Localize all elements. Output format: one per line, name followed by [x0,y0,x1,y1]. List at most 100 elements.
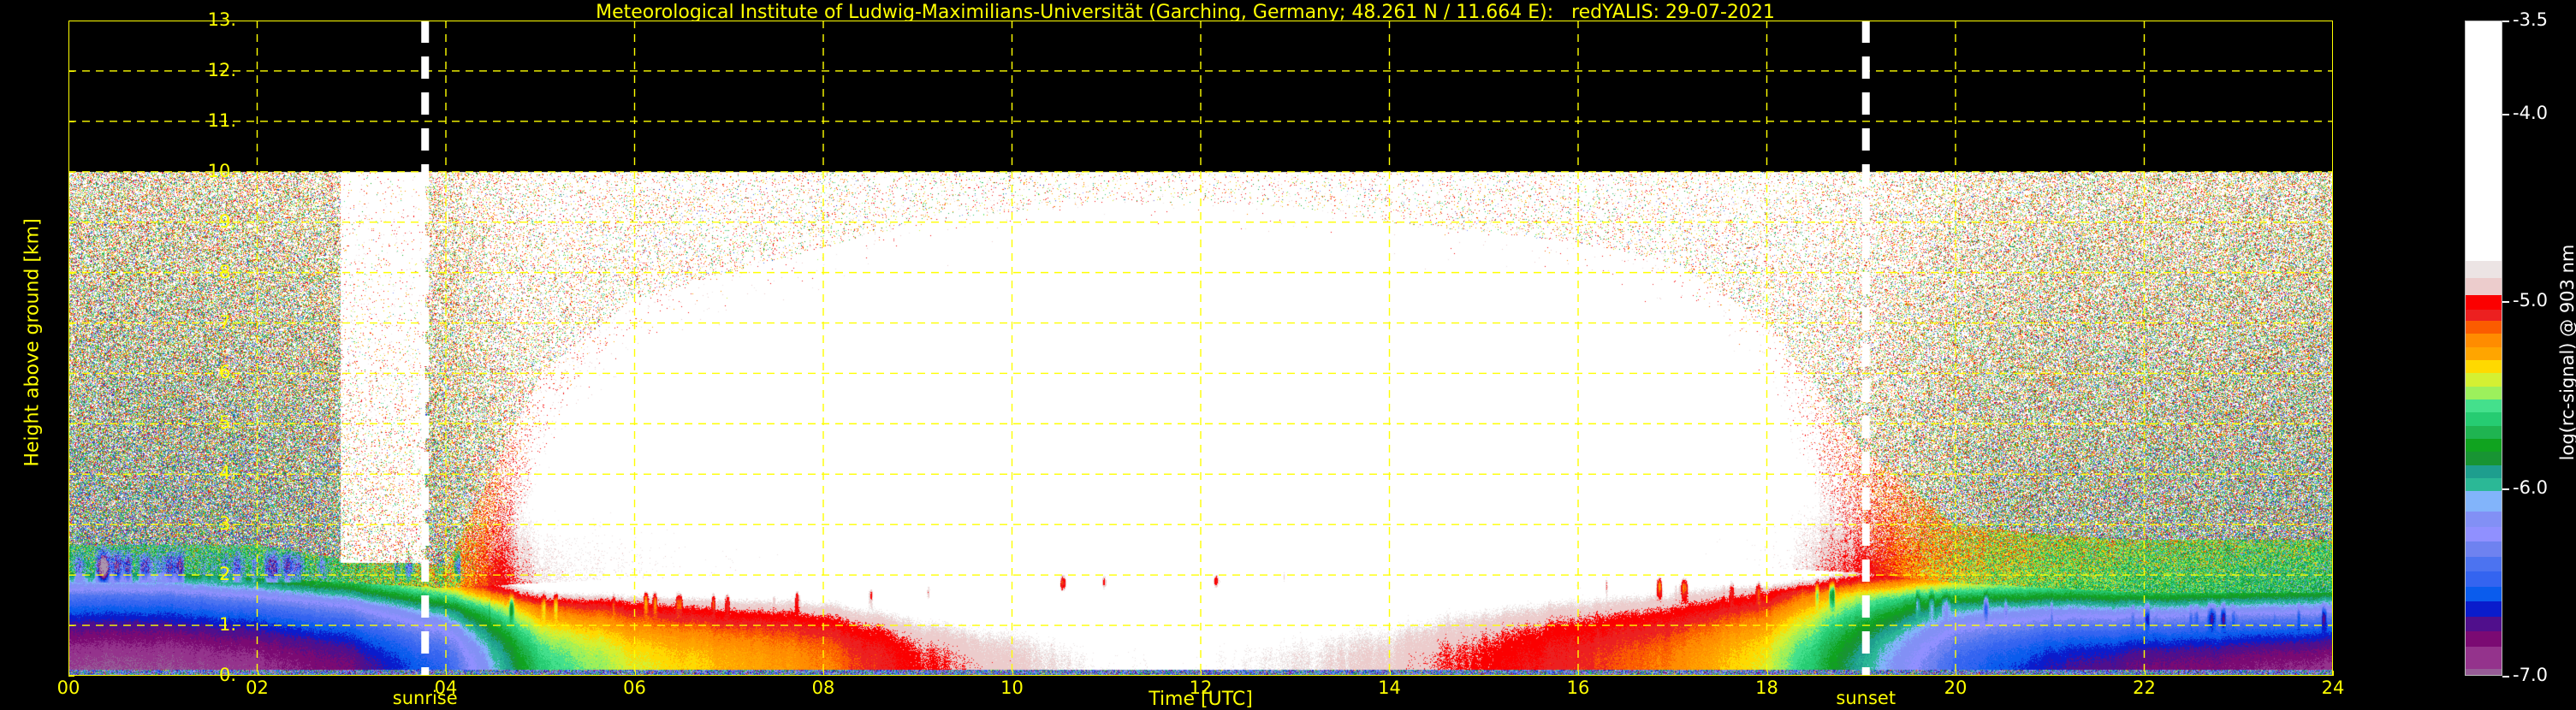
colorbar-gradient [2465,21,2502,676]
y-axis-tick-mark [68,70,74,72]
colorbar-band [2466,571,2502,587]
x-axis-tick-mark [1389,671,1391,676]
x-axis-tick-mark [2144,671,2146,676]
event-marker-overlay [421,21,1870,676]
colorbar-band [2466,277,2502,295]
y-axis-tick-label: 6. [218,362,236,383]
x-axis-tick-label: 18 [1755,677,1778,698]
colorbar-band [2466,512,2502,527]
y-axis-tick-mark [68,524,74,526]
colorbar-band [2466,464,2502,478]
colorbar-band [2466,321,2502,334]
x-axis-tick-mark [1578,671,1579,676]
colorbar-band [2466,586,2502,602]
y-axis-tick-label: 2. [218,564,236,585]
colorbar-band [2466,373,2502,387]
x-axis-tick-mark [68,671,69,676]
colorbar-tick-mark [2502,21,2509,22]
y-axis-tick-mark [68,272,74,274]
x-axis-tick-label: 14 [1378,677,1401,698]
colorbar-band [2466,439,2502,453]
y-axis-tick-mark [68,322,74,324]
x-axis-tick-mark [1012,671,1013,676]
x-axis-tick-mark [446,671,447,676]
event-label-sunrise: sunrise [392,688,458,708]
x-axis-tick-label: 06 [623,677,646,698]
y-axis-tick-mark [68,625,74,627]
y-axis-tick-label: 12. [207,59,236,80]
colorbar-band [2466,646,2502,670]
x-axis-tick-label: 22 [2133,677,2156,698]
colorbar-band [2466,425,2502,440]
colorbar-band [2466,360,2502,374]
colorbar-band [2466,478,2502,492]
colorbar-band [2466,491,2502,512]
colorbar-band [2466,601,2502,617]
y-axis-tick-mark [68,676,74,677]
y-axis-tick-mark [68,575,74,577]
y-axis-label: Height above ground [km] [21,218,44,467]
grid-overlay [68,21,2333,676]
y-axis-tick-label: 3. [218,513,236,535]
x-axis-tick-mark [2333,671,2334,676]
y-axis-tick-label: 0. [218,665,236,685]
y-axis-tick-label: 7. [218,311,236,333]
colorbar-band [2466,541,2502,557]
heatmap-canvas [68,21,2333,676]
colorbar-band [2466,261,2502,278]
x-axis-tick-label: 10 [1000,677,1024,698]
x-axis-tick-mark [1766,671,1768,676]
colorbar-tick-mark [2502,114,2509,116]
colorbar-tick-label: -4.0 [2513,103,2548,124]
x-axis-tick-mark [823,671,824,676]
y-axis-tick-label: 9. [218,210,236,232]
colorbar-band [2466,399,2502,413]
colorbar-tick-label: -6.0 [2513,477,2548,499]
x-axis-tick-label: 04 [434,677,458,698]
colorbar-band [2466,616,2502,632]
y-axis-tick-label: 10. [207,160,236,181]
x-axis-label: Time [UTC] [1149,689,1253,710]
colorbar-tick-label: -3.5 [2513,9,2548,30]
y-axis-tick-label: 1. [218,614,236,636]
colorbar[interactable]: -3.5 -4.0 -5.0 -6.0 -7.0 [2465,11,2548,684]
colorbar-band [2466,21,2502,256]
x-axis-tick-label: 12 [1189,677,1213,698]
x-axis-tick-mark [1201,671,1202,676]
colorbar-band [2466,334,2502,347]
colorbar-band [2466,526,2502,542]
colorbar-tick-mark [2502,488,2509,491]
x-axis-tick-label: 00 [56,677,80,698]
colorbar-band [2466,310,2502,322]
y-axis-tick-label: 13. [207,9,236,30]
x-axis-tick-label: 08 [811,677,835,698]
colorbar-band [2466,294,2502,311]
colorbar-band [2466,631,2502,647]
figure-title: Meteorological Institute of Ludwig-Maxim… [596,2,1775,23]
colorbar-band [2466,412,2502,426]
y-axis-tick-label: 11. [207,109,236,131]
x-axis-tick-label: 20 [1944,677,1968,698]
colorbar-tick-mark [2502,676,2509,677]
colorbar-band [2466,452,2502,465]
colorbar-band [2466,556,2502,572]
colorbar-band [2466,255,2502,262]
colorbar-band [2466,386,2502,400]
colorbar-tick-label: -5.0 [2513,290,2548,311]
x-axis-tick-label: 16 [1566,677,1590,698]
colorbar-label: log(rc-signal) @ 903 nm [2557,244,2576,461]
colorbar-band [2466,669,2502,675]
y-axis-tick-label: 5. [218,412,236,434]
y-axis-tick-mark [68,222,74,223]
heatmap-plot-area[interactable] [68,21,2333,676]
y-axis-tick-mark [68,171,74,173]
y-axis-tick-label: 8. [218,261,236,282]
x-axis-tick-label: 24 [2321,677,2345,698]
y-axis-tick-label: 4. [218,463,236,484]
colorbar-tick-label: -7.0 [2513,665,2548,685]
colorbar-tick-mark [2502,301,2509,304]
y-axis-tick-mark [68,423,74,425]
event-label-sunset: sunset [1836,688,1896,708]
y-axis-tick-mark [68,121,74,122]
